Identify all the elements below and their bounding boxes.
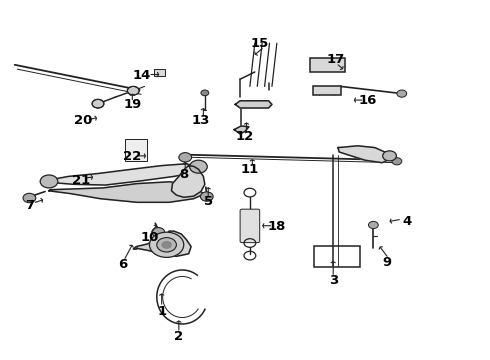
Text: 19: 19 xyxy=(123,98,142,111)
Text: 17: 17 xyxy=(326,53,345,66)
Circle shape xyxy=(200,192,213,201)
Polygon shape xyxy=(49,182,203,202)
Polygon shape xyxy=(338,146,390,163)
Circle shape xyxy=(368,221,378,229)
FancyBboxPatch shape xyxy=(125,139,147,161)
Circle shape xyxy=(190,160,207,173)
Text: 15: 15 xyxy=(250,37,269,50)
FancyBboxPatch shape xyxy=(313,86,341,95)
Circle shape xyxy=(392,158,402,165)
Text: 20: 20 xyxy=(74,114,93,127)
Text: 6: 6 xyxy=(118,258,127,271)
Text: 10: 10 xyxy=(140,231,159,244)
Circle shape xyxy=(383,151,396,161)
Text: 18: 18 xyxy=(268,220,286,233)
Text: 14: 14 xyxy=(133,69,151,82)
Polygon shape xyxy=(133,231,191,256)
Text: 9: 9 xyxy=(383,256,392,269)
Circle shape xyxy=(157,238,176,252)
Circle shape xyxy=(149,232,184,257)
Text: 5: 5 xyxy=(204,195,213,208)
Text: 7: 7 xyxy=(25,199,34,212)
Text: 8: 8 xyxy=(179,168,188,181)
Text: 11: 11 xyxy=(241,163,259,176)
Circle shape xyxy=(201,90,209,96)
Polygon shape xyxy=(49,164,201,185)
Text: 2: 2 xyxy=(174,330,183,343)
FancyBboxPatch shape xyxy=(310,58,345,72)
Circle shape xyxy=(127,86,139,95)
Polygon shape xyxy=(235,101,272,108)
Circle shape xyxy=(92,99,104,108)
Text: 12: 12 xyxy=(236,130,254,143)
Text: 16: 16 xyxy=(358,94,377,107)
Circle shape xyxy=(179,153,192,162)
Text: 4: 4 xyxy=(402,215,411,228)
FancyBboxPatch shape xyxy=(240,209,260,243)
Circle shape xyxy=(40,175,58,188)
Text: 21: 21 xyxy=(72,174,90,186)
Circle shape xyxy=(162,241,172,248)
Text: 1: 1 xyxy=(157,305,166,318)
Circle shape xyxy=(152,228,165,237)
Circle shape xyxy=(23,193,36,203)
Polygon shape xyxy=(172,166,205,197)
Text: 13: 13 xyxy=(192,114,210,127)
Circle shape xyxy=(397,90,407,97)
Text: 22: 22 xyxy=(123,150,142,163)
FancyBboxPatch shape xyxy=(154,69,165,76)
Polygon shape xyxy=(234,126,249,134)
Text: 3: 3 xyxy=(329,274,338,287)
